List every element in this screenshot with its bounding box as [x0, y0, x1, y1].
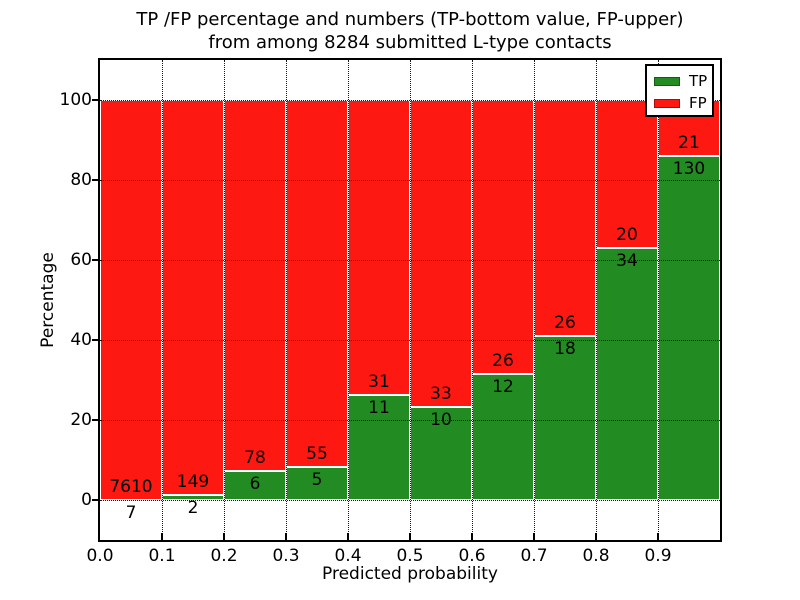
chart-title: TP /FP percentage and numbers (TP-bottom…	[100, 8, 720, 54]
grid-line-vertical	[596, 60, 597, 540]
bar-segment-fp	[472, 100, 534, 374]
x-tick	[409, 533, 411, 540]
bar-segment-tp	[224, 471, 286, 500]
bar-segment-fp	[224, 100, 286, 472]
grid-line-vertical	[410, 60, 411, 540]
bar-label-fp: 78	[244, 448, 266, 469]
x-tick-label: 0.7	[520, 546, 548, 566]
y-tick	[92, 499, 99, 501]
y-tick	[92, 99, 99, 101]
grid-line-vertical	[162, 60, 163, 540]
bar-segment-fp	[410, 100, 472, 407]
bar-label-fp: 33	[430, 383, 452, 404]
legend-row: FP	[654, 92, 712, 114]
bar-label-fp: 20	[616, 225, 638, 246]
y-tick-label: 100	[59, 90, 92, 110]
x-tick-label: 0.0	[86, 546, 114, 566]
x-tick-label: 0.5	[396, 546, 424, 566]
bar-label-tp: 34	[616, 251, 638, 272]
bar-label-tp: 18	[554, 339, 576, 360]
bar-label-tp: 11	[368, 398, 390, 419]
y-tick-label: 80	[70, 170, 92, 190]
bar-segment-fp	[348, 100, 410, 396]
bar-label-fp: 55	[306, 443, 328, 464]
plot-area: TP FP 7610 7 149 2 78 6 55 5 31 11 33 10 26 12 26 18 20 34…	[98, 58, 722, 542]
x-tick-label: 0.4	[334, 546, 362, 566]
bar-label-tp: 12	[492, 376, 514, 397]
legend-label: TP	[689, 71, 708, 90]
x-tick	[533, 533, 535, 540]
bar-label-fp: 7610	[109, 476, 153, 497]
x-tick-label: 0.6	[458, 546, 486, 566]
grid-line-vertical	[658, 60, 659, 540]
bar-segment-tp	[534, 336, 596, 500]
bar-label-tp: 2	[187, 497, 199, 518]
x-tick	[657, 533, 659, 540]
bar-label-tp: 10	[430, 409, 452, 430]
bar-segment-fp	[534, 100, 596, 337]
legend: TP FP	[645, 64, 714, 117]
x-tick-label: 0.9	[644, 546, 672, 566]
x-tick	[285, 533, 287, 540]
bar-label-fp: 149	[176, 471, 210, 492]
y-tick-label: 20	[70, 410, 92, 430]
legend-swatch	[654, 98, 680, 108]
bar-label-tp: 5	[311, 469, 323, 490]
x-tick	[161, 533, 163, 540]
bar-label-fp: 31	[368, 372, 390, 393]
grid-line-vertical	[286, 60, 287, 540]
chart-title-line1: TP /FP percentage and numbers (TP-bottom…	[136, 9, 684, 30]
bar-segment-fp	[286, 100, 348, 467]
y-tick	[92, 259, 99, 261]
y-tick	[92, 339, 99, 341]
y-tick-label: 60	[70, 250, 92, 270]
bar-segment-tp	[286, 466, 348, 500]
y-tick	[92, 179, 99, 181]
bar-label-fp: 26	[492, 350, 514, 371]
y-tick-label: 0	[81, 490, 92, 510]
bar-segment-fp	[162, 100, 224, 495]
grid-line-vertical	[224, 60, 225, 540]
grid-line-vertical	[534, 60, 535, 540]
legend-row: TP	[654, 70, 712, 92]
legend-label: FP	[689, 93, 707, 112]
x-axis-label: Predicted probability	[322, 564, 498, 584]
grid-line-vertical	[472, 60, 473, 540]
y-tick	[92, 419, 99, 421]
y-tick-label: 40	[70, 330, 92, 350]
x-tick-label: 0.1	[148, 546, 176, 566]
x-tick	[595, 533, 597, 540]
bar-label-fp: 21	[678, 132, 700, 153]
grid-line-vertical	[348, 60, 349, 540]
legend-swatch	[654, 76, 680, 86]
bar-segment-tp	[348, 395, 410, 500]
x-tick-label: 0.8	[582, 546, 610, 566]
bar-segment-tp	[596, 248, 658, 500]
bar-label-fp: 26	[554, 313, 576, 334]
bar-label-tp: 130	[672, 158, 706, 179]
x-tick	[223, 533, 225, 540]
bar-label-tp: 6	[249, 474, 261, 495]
x-tick-label: 0.2	[210, 546, 238, 566]
bar-segment-fp	[100, 100, 162, 500]
bar-label-tp: 7	[125, 502, 137, 523]
x-tick	[347, 533, 349, 540]
bar-segment-tp	[658, 155, 720, 500]
x-tick	[471, 533, 473, 540]
x-tick-label: 0.3	[272, 546, 300, 566]
chart-title-line2: from among 8284 submitted L-type contact…	[208, 32, 612, 53]
